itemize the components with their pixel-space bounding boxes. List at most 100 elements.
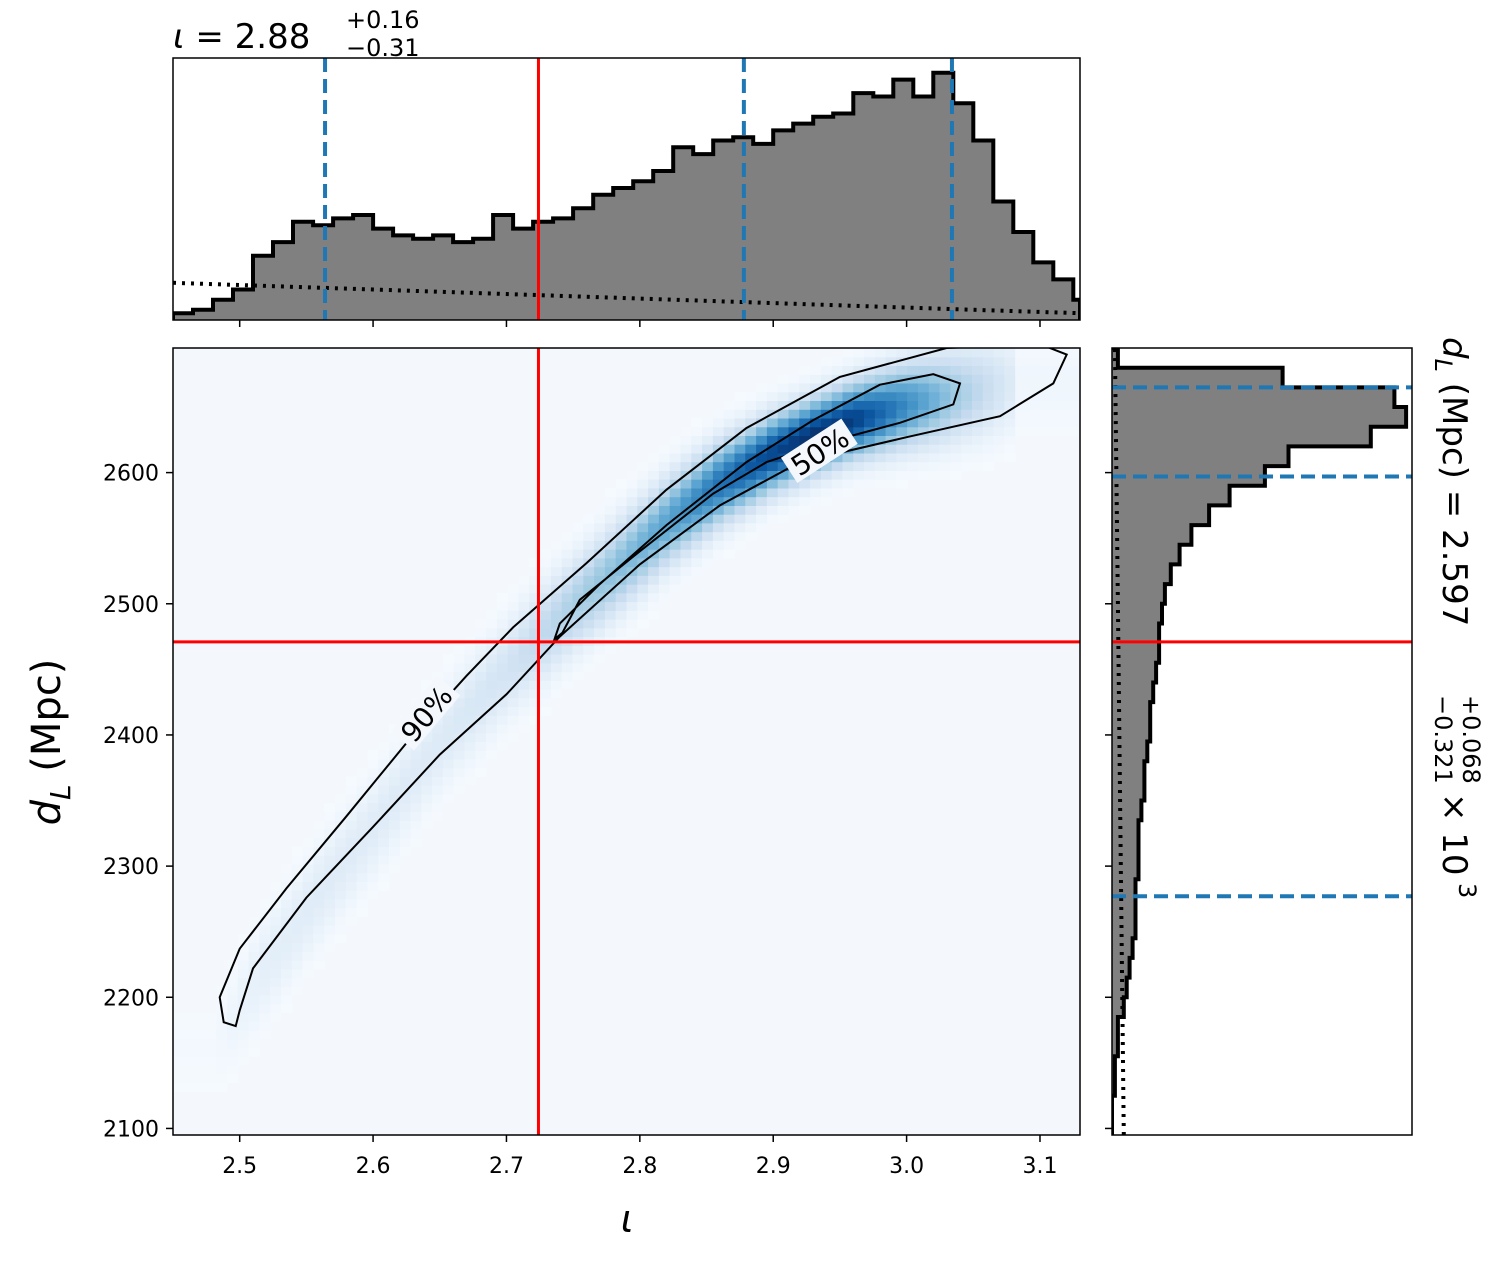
right-marginal-histogram: dL (Mpc) = 2.597 +0.068 −0.321 × 10 3 [1105,337,1485,1136]
density-cell [399,828,412,839]
density-cell [237,986,250,996]
density-cell [756,487,768,498]
density-cell [637,514,649,524]
density-cell [302,898,314,909]
density-cell [810,487,822,498]
density-cell [1004,444,1016,454]
density-cell [702,522,714,533]
density-cell [594,619,606,629]
density-cell [680,487,692,498]
density-cell [572,619,584,629]
density-cell [669,531,682,541]
density-cell [615,627,628,638]
density-cell [572,549,584,559]
density-cell [993,452,1005,463]
density-cell [248,1030,260,1040]
density-cell [691,426,703,436]
density-cell [442,776,455,786]
density-cell [896,348,908,358]
density-cell [874,479,887,489]
density-cell [810,383,822,393]
density-cell [227,1012,239,1022]
density-cell [939,418,951,428]
density-cell [928,383,941,393]
density-cell [259,898,271,909]
density-cell [1069,418,1080,428]
density-cell [259,1003,271,1014]
density-cell [982,356,995,366]
density-cell [518,706,530,716]
density-cell [702,470,714,480]
density-cell [227,995,239,1005]
density-cell [496,732,509,743]
density-cell [507,706,520,716]
density-cell [572,522,584,533]
density-cell [227,1073,239,1084]
density-cell [389,863,401,874]
density-cell [658,584,671,594]
density-cell [594,549,606,559]
density-cell [691,522,703,533]
density-cell [540,584,552,594]
density-cell [853,400,865,410]
density-cell [788,435,800,445]
density-cell [820,365,833,375]
right-title-suffix: × 10 [1434,793,1474,876]
density-cell [432,767,444,777]
density-cell [982,365,995,375]
density-cell [345,863,358,874]
main-panel-frame [172,347,1081,1136]
density-cell [842,409,854,419]
density-cell [918,418,930,428]
density-cell [604,645,617,655]
density-cell [367,794,379,804]
density-cell [216,995,228,1005]
density-cell [173,1065,185,1075]
density-cell [691,505,703,515]
density-cell [183,1038,196,1049]
density-cell [507,645,520,655]
density-cell [637,522,649,533]
density-cell [540,610,552,620]
density-cell [669,444,682,454]
density-cell [993,374,1005,384]
density-cell [1058,426,1070,436]
density-cell [475,759,487,769]
density-cell [604,505,617,515]
density-cell [723,444,736,454]
density-cell [712,426,725,436]
density-cell [918,383,930,393]
density-cell [561,584,574,594]
density-cell [291,855,304,865]
density-cell [896,479,908,489]
density-cell [799,487,811,498]
density-cell [702,505,714,515]
density-cell [669,557,682,568]
density-cell [291,898,304,909]
density-cell [680,522,692,533]
density-cell [496,715,509,725]
density-cell [399,811,412,821]
x-tick-label: 2.8 [622,1154,657,1179]
density-cell [421,811,433,821]
density-cell [691,549,703,559]
density-cell [194,1030,206,1040]
density-cell [464,715,476,725]
density-cell [313,872,325,882]
density-cell [335,933,347,944]
y-tick-label: 2500 [103,593,159,618]
density-cell [313,907,325,917]
density-cell [442,767,455,777]
density-cell [950,365,962,375]
density-cell [583,645,595,655]
density-cell [270,907,282,917]
density-cell [464,671,476,681]
density-cell [572,592,584,603]
density-cell [691,566,703,576]
density-cell [529,706,541,716]
density-cell [507,592,520,603]
density-cell [907,418,919,428]
density-cell [982,418,995,428]
density-cell [259,907,271,917]
density-cell [270,1003,282,1014]
